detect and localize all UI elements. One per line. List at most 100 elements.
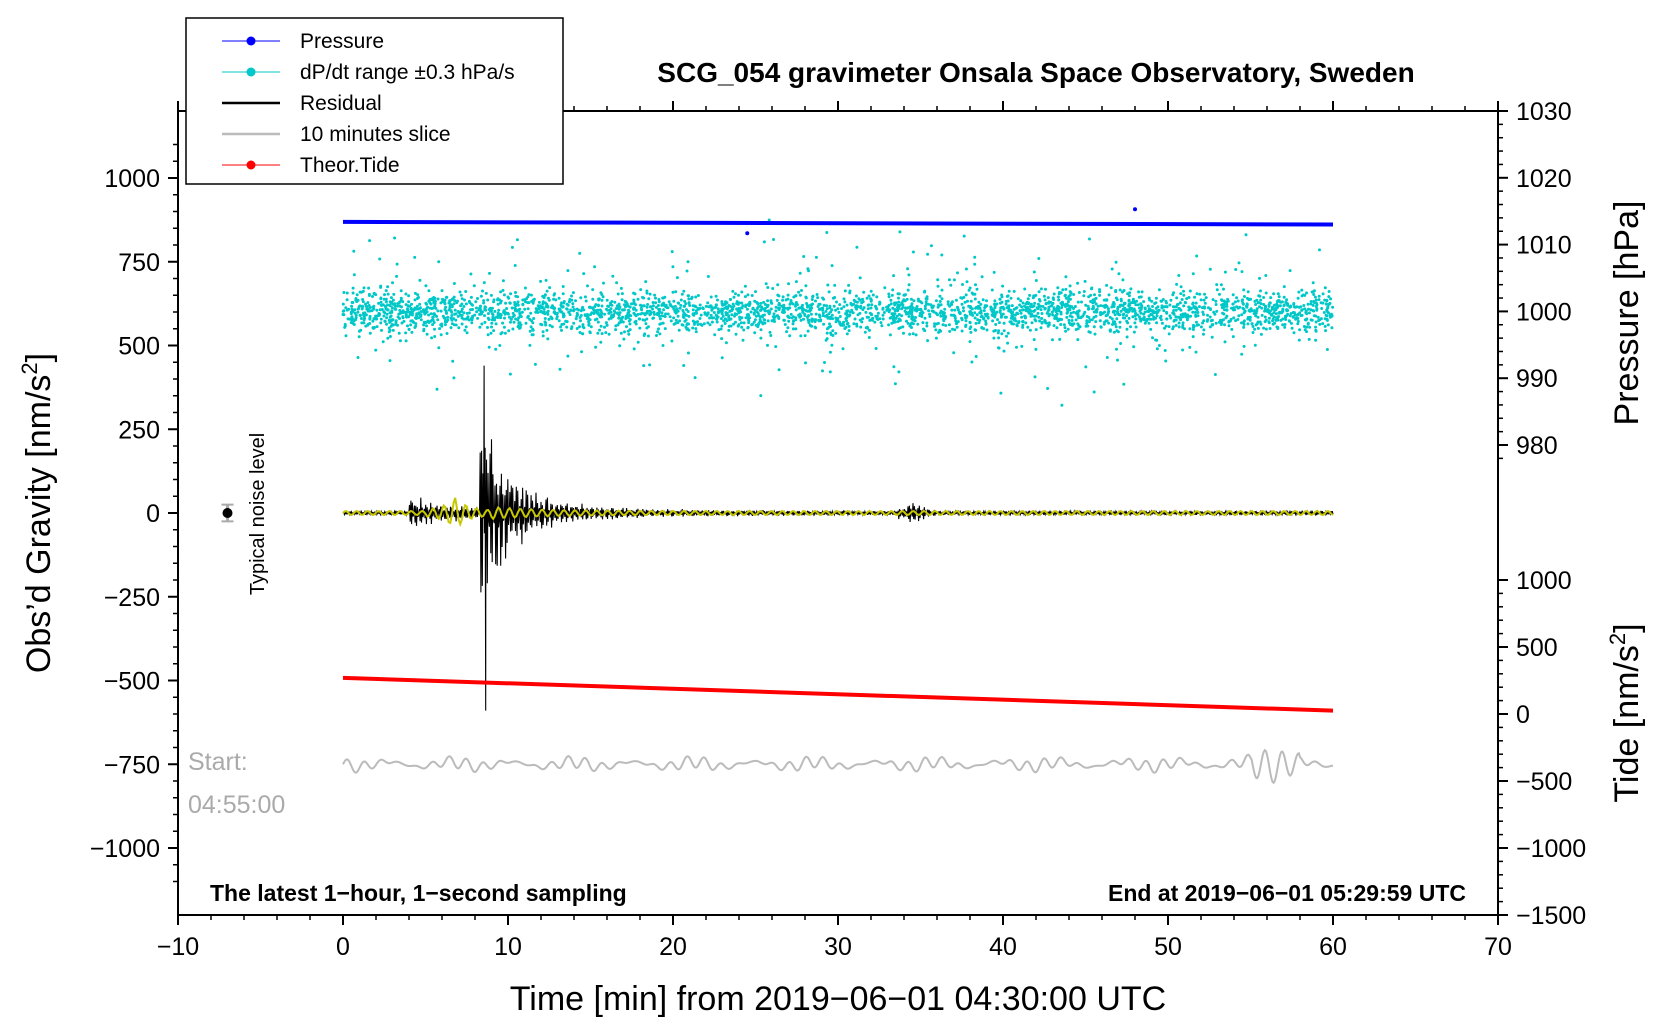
dpdt-point [446,318,450,322]
dpdt-point [694,309,698,313]
dpdt-point [804,284,808,288]
dpdt-point [410,312,414,315]
dpdt-point [543,317,547,320]
dpdt-point [1145,309,1149,313]
dpdt-point [362,315,366,318]
dpdt-point [731,289,735,293]
dpdt-point [1187,296,1191,299]
dpdt-point [541,334,545,338]
dpdt-point [1063,293,1067,297]
dpdt-point [881,313,885,317]
dpdt-point [404,303,408,307]
dpdt-point [415,312,419,316]
dpdt-point [1149,309,1153,313]
dpdt-point [398,317,401,320]
dpdt-point [1139,306,1143,310]
dpdt-point [385,316,389,320]
dpdt-point [916,308,920,312]
dpdt-point [1251,331,1255,334]
dpdt-point [772,238,775,241]
dpdt-point [777,301,781,305]
dpdt-point [1223,270,1227,274]
dpdt-point [938,294,942,298]
dpdt-point [550,317,554,321]
dpdt-point [934,336,938,340]
dpdt-point [847,324,851,328]
dpdt-point [463,328,467,332]
dpdt-point [382,297,386,301]
dpdt-point [1178,301,1182,305]
dpdt-point [580,350,584,354]
dpdt-point [1201,321,1205,325]
dpdt-point [1029,304,1033,308]
dpdt-point [433,327,436,331]
dpdt-point [1114,325,1118,329]
dpdt-point [969,325,973,329]
dpdt-point [1179,316,1183,320]
dpdt-point [1164,299,1168,303]
dpdt-point [439,323,443,327]
dpdt-point [487,345,491,349]
dpdt-point [723,302,727,306]
left-axis-label-main: Obs’d Gravity [nm/s [20,375,58,674]
dpdt-point [740,290,744,294]
dpdt-point [964,267,968,271]
x-tick-label: 60 [1319,933,1347,961]
dpdt-point [687,301,691,305]
dpdt-point [536,304,540,308]
dpdt-point [436,318,440,322]
dpdt-point [488,271,491,275]
dpdt-point [574,317,578,321]
dpdt-point [430,336,434,340]
dpdt-point [759,328,763,332]
dpdt-point [645,289,649,293]
dpdt-point [1242,311,1246,315]
dpdt-point [479,309,483,313]
dpdt-point [1076,300,1080,304]
dpdt-point [471,303,474,307]
dpdt-point [1084,324,1088,328]
dpdt-point [529,311,533,315]
dpdt-point [676,314,680,318]
dpdt-point [1259,298,1263,302]
dpdt-point [893,303,897,307]
dpdt-point [828,322,831,326]
dpdt-point [1151,305,1154,308]
dpdt-point [956,305,959,309]
dpdt-point [715,320,719,324]
dpdt-point [1125,327,1129,331]
dpdt-point [505,307,509,310]
dpdt-point [508,301,512,305]
dpdt-point [614,324,618,328]
dpdt-point [1091,304,1095,308]
x-tick-label: 20 [659,933,687,961]
dpdt-point [1193,295,1197,299]
dpdt-point [345,291,349,295]
dpdt-point [714,303,718,307]
dpdt-point [1244,233,1248,237]
dpdt-point [891,288,895,292]
dpdt-point [1184,301,1188,305]
dpdt-point [515,238,519,242]
dpdt-point [475,310,479,314]
dpdt-point [869,289,873,293]
dpdt-point [443,323,447,327]
dpdt-point [1254,314,1258,318]
dpdt-point [844,325,848,329]
dpdt-point [1276,299,1280,303]
dpdt-point [398,339,402,343]
dpdt-point [410,302,413,306]
dpdt-point [688,304,692,307]
dpdt-point [641,318,645,322]
dpdt-point [496,302,500,306]
dpdt-point [1309,318,1313,322]
dpdt-point [739,310,743,314]
dpdt-point [835,300,838,304]
dpdt-point [1134,311,1137,315]
dpdt-point [642,304,646,308]
dpdt-point [1092,325,1096,329]
dpdt-point [393,236,397,240]
dpdt-point [1191,328,1195,331]
dpdt-point [900,314,904,318]
dpdt-point [389,314,393,318]
